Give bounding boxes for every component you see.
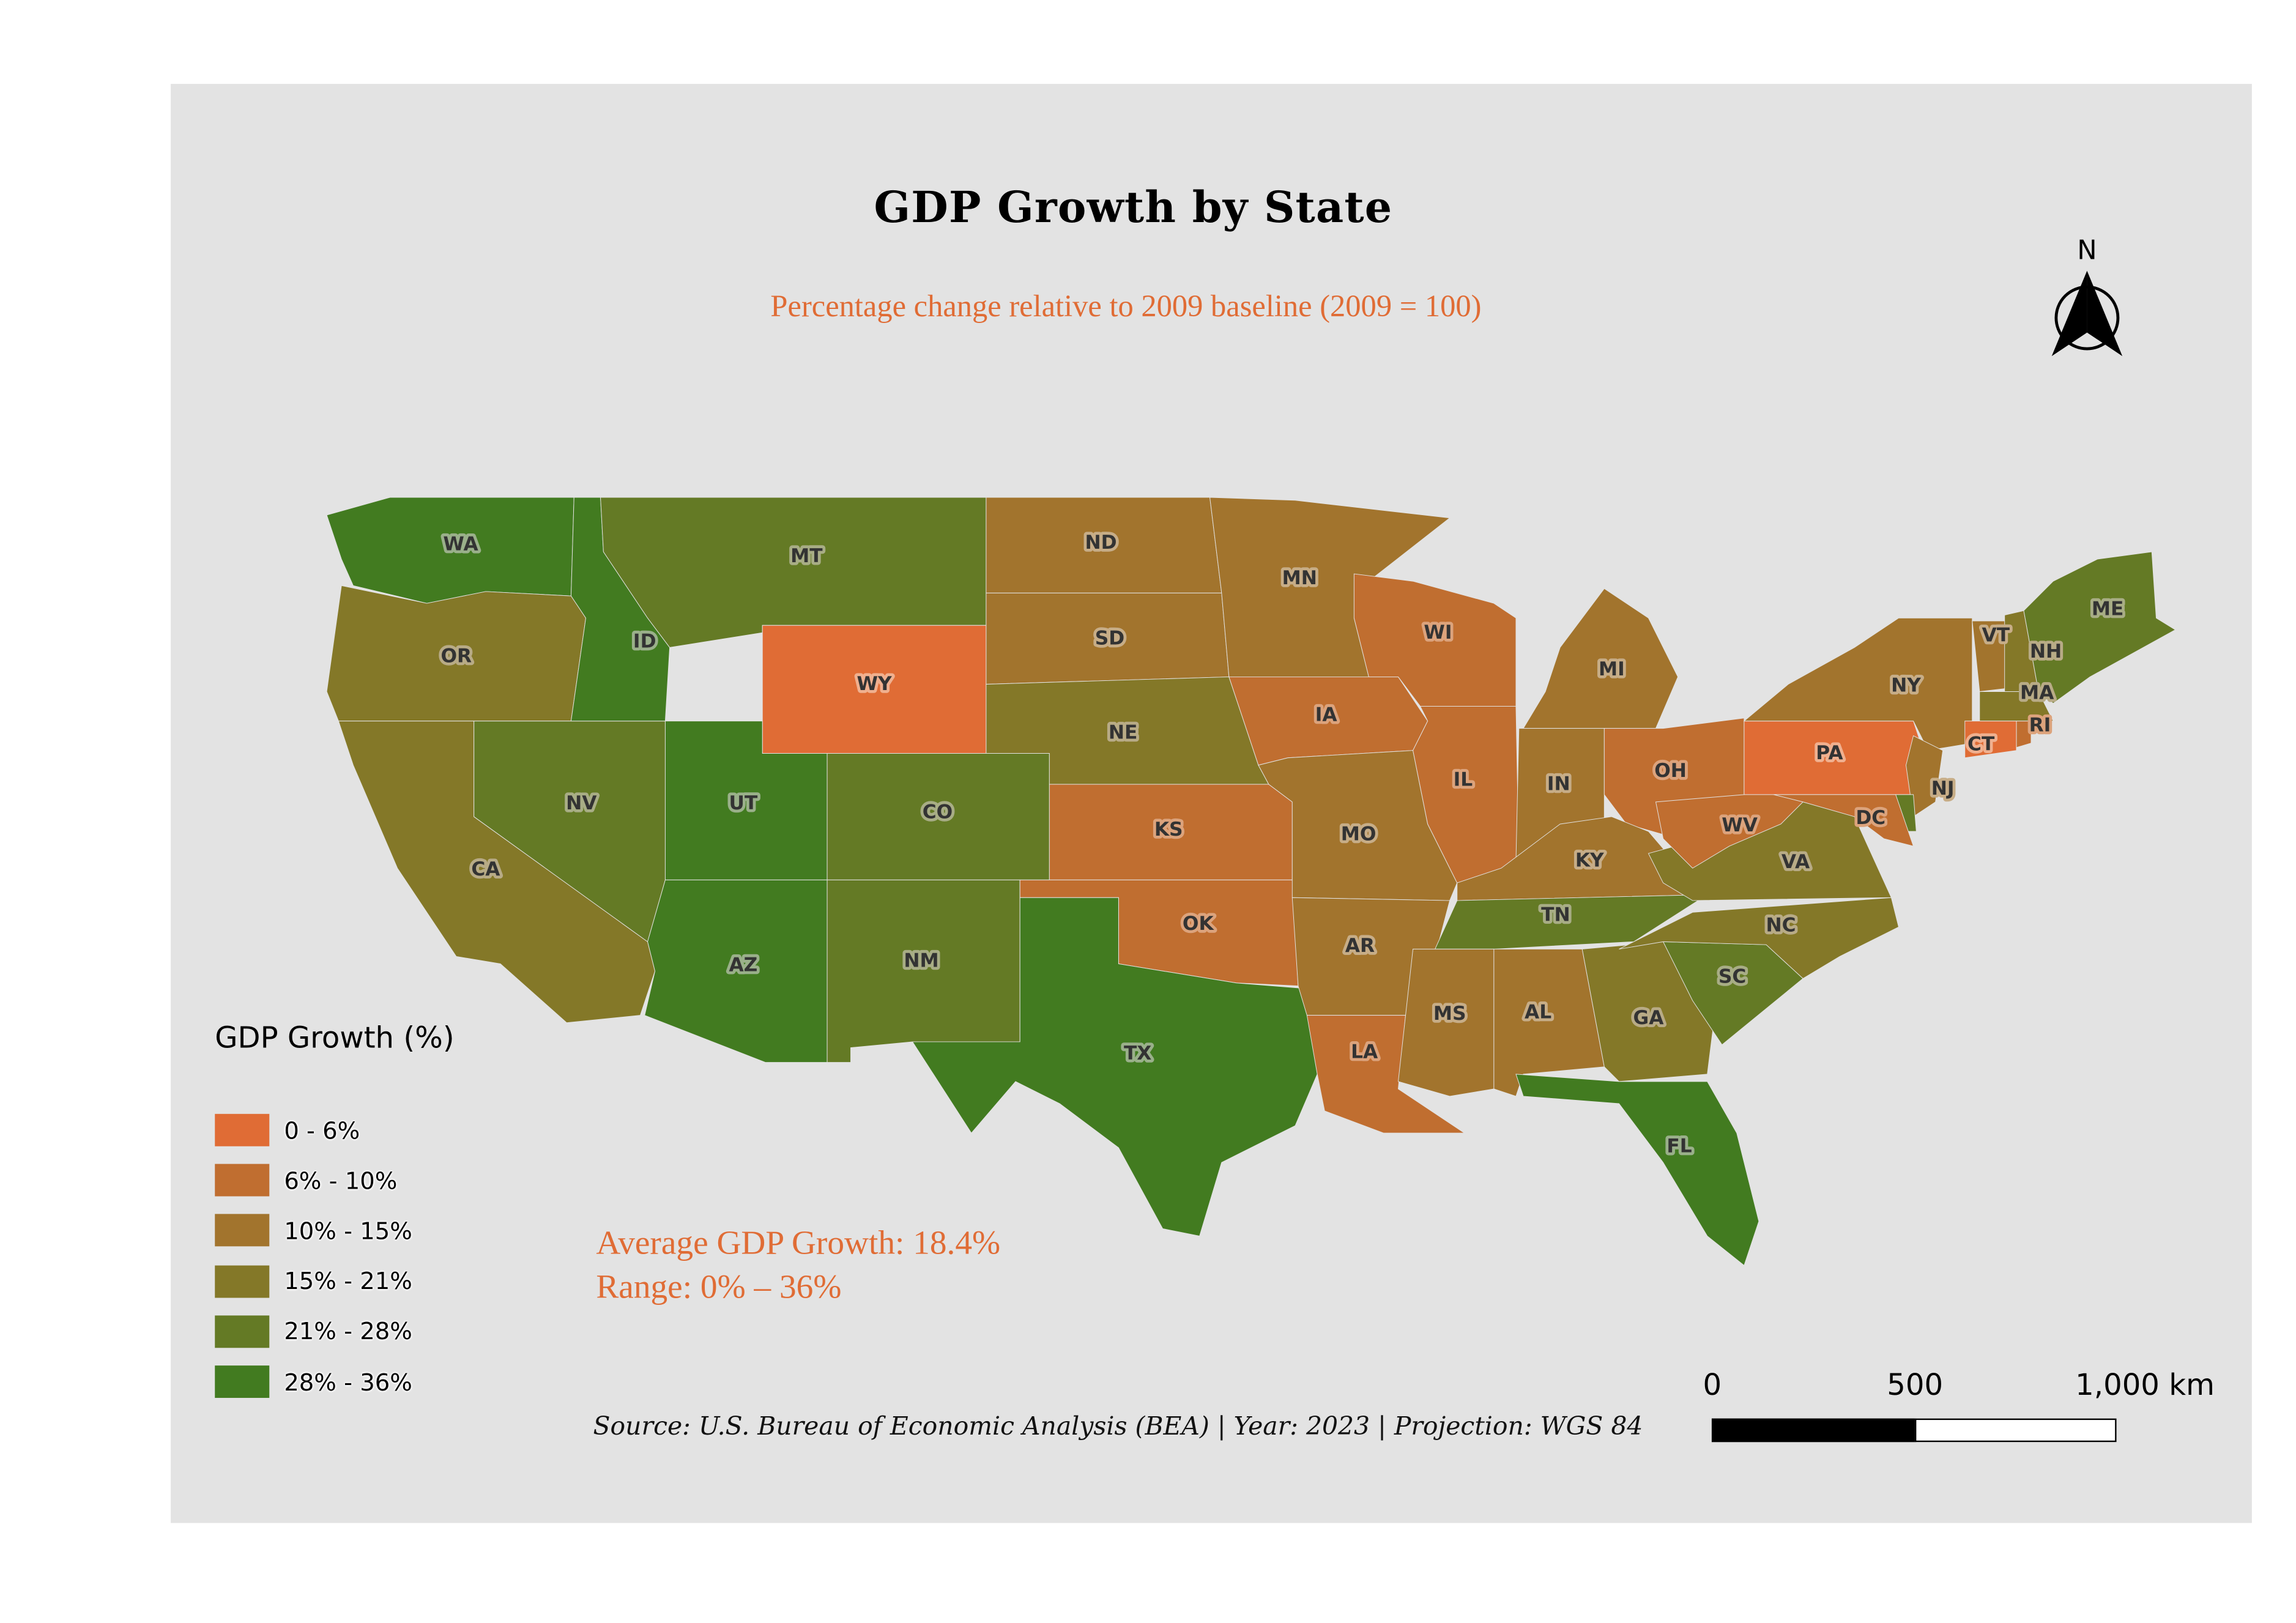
state-label: NJ	[1931, 778, 1955, 800]
legend-item: 28% - 36%	[215, 1365, 412, 1398]
state-label: AL	[1525, 1001, 1551, 1023]
state-ma	[1979, 691, 2054, 722]
legend-item: 6% - 10%	[215, 1164, 397, 1197]
state-label: NH	[2030, 641, 2062, 663]
legend-label: 28% - 36%	[284, 1367, 412, 1396]
average-growth: Average GDP Growth: 18.4%	[596, 1224, 1001, 1261]
state-label: LA	[1351, 1041, 1378, 1063]
legend-label: 6% - 10%	[284, 1166, 398, 1195]
legend-label: 21% - 28%	[284, 1317, 412, 1346]
growth-range: Range: 0% – 36%	[596, 1268, 842, 1305]
state-label: SC	[1718, 966, 1746, 988]
legend-label: 0 - 6%	[284, 1116, 360, 1145]
state-label: VT	[1982, 625, 2010, 647]
legend-swatch	[215, 1315, 270, 1348]
state-label: CO	[923, 801, 953, 823]
state-label: RI	[2029, 714, 2051, 736]
state-label: MO	[1341, 823, 1376, 845]
state-label: OR	[440, 645, 472, 667]
state-label: MA	[2020, 682, 2054, 704]
state-label: TX	[1124, 1042, 1151, 1064]
scale-label-500: 500	[1887, 1367, 1944, 1403]
state-label: CA	[471, 858, 500, 880]
state-label: DC	[1856, 807, 1885, 829]
scale-label-0: 0	[1703, 1367, 1722, 1403]
state-label: PA	[1816, 742, 1843, 764]
state-label: IN	[1547, 773, 1570, 795]
state-label: MN	[1282, 567, 1317, 589]
state-mi	[1523, 588, 1679, 729]
state-label: ND	[1085, 532, 1116, 554]
state-dc	[1857, 812, 1870, 825]
legend-item: 21% - 28%	[215, 1315, 412, 1348]
state-nc	[1619, 897, 1900, 979]
state-label: WA	[443, 533, 478, 555]
state-tx	[912, 897, 1318, 1237]
scale-bar-black-segment	[1711, 1418, 1917, 1443]
state-me	[2023, 551, 2176, 704]
scale-bar-white-segment	[1914, 1418, 2117, 1443]
state-ct	[1964, 721, 2017, 759]
state-label: CT	[1967, 734, 1995, 756]
state-label: OH	[1654, 760, 1687, 782]
legend-swatch	[215, 1365, 270, 1398]
state-label: ID	[633, 630, 656, 652]
state-mt	[600, 497, 987, 648]
state-label: ME	[2092, 598, 2123, 620]
state-label: NM	[904, 949, 938, 971]
legend-swatch	[215, 1265, 270, 1298]
source-note: Source: U.S. Bureau of Economic Analysis…	[593, 1413, 1643, 1443]
state-label: UT	[729, 792, 758, 814]
state-label: WY	[856, 673, 891, 695]
north-arrow: N	[2046, 232, 2128, 366]
stats-block: Average GDP Growth: 18.4% Range: 0% – 36…	[596, 1221, 1000, 1309]
legend-label: 15% - 21%	[284, 1267, 412, 1295]
north-arrow-icon: N	[2051, 235, 2123, 357]
map-subtitle: Percentage change relative to 2009 basel…	[770, 288, 1482, 324]
state-label: MI	[1599, 658, 1625, 680]
state-label: WV	[1722, 814, 1758, 836]
state-label: IA	[1315, 704, 1338, 726]
state-label: KS	[1154, 819, 1183, 841]
scale-label-1000: 1,000 km	[2075, 1367, 2215, 1403]
state-nj	[1906, 735, 1944, 817]
state-label: NC	[1766, 915, 1796, 937]
state-md	[1773, 794, 1914, 847]
legend-swatch	[215, 1113, 270, 1146]
state-label: GA	[1633, 1007, 1665, 1029]
state-label: TN	[1541, 904, 1570, 926]
legend-label: 10% - 15%	[284, 1216, 412, 1245]
state-label: SD	[1095, 628, 1124, 650]
legend-item: 10% - 15%	[215, 1214, 412, 1247]
north-label: N	[2077, 235, 2097, 266]
state-label: NE	[1109, 721, 1138, 743]
legend-item: 0 - 6%	[215, 1113, 360, 1146]
state-label: IL	[1454, 768, 1473, 790]
legend-title: GDP Growth (%)	[215, 1019, 455, 1055]
state-label: WI	[1424, 622, 1452, 644]
legend-swatch	[215, 1214, 270, 1247]
state-label: KY	[1575, 850, 1604, 872]
state-fl	[1515, 1074, 1759, 1266]
state-label: NV	[566, 792, 597, 814]
state-label: VA	[1781, 851, 1810, 873]
state-label: MS	[1433, 1003, 1466, 1025]
legend-swatch	[215, 1164, 270, 1197]
state-label: NY	[1891, 674, 1921, 696]
state-label: AZ	[729, 954, 757, 976]
state-label: FL	[1666, 1135, 1692, 1157]
legend-item: 15% - 21%	[215, 1265, 412, 1298]
state-label: MT	[790, 545, 823, 567]
state-mo	[1258, 750, 1458, 901]
state-label: AR	[1345, 935, 1375, 957]
map-title: GDP Growth by State	[874, 182, 1393, 233]
state-label: OK	[1183, 913, 1215, 935]
